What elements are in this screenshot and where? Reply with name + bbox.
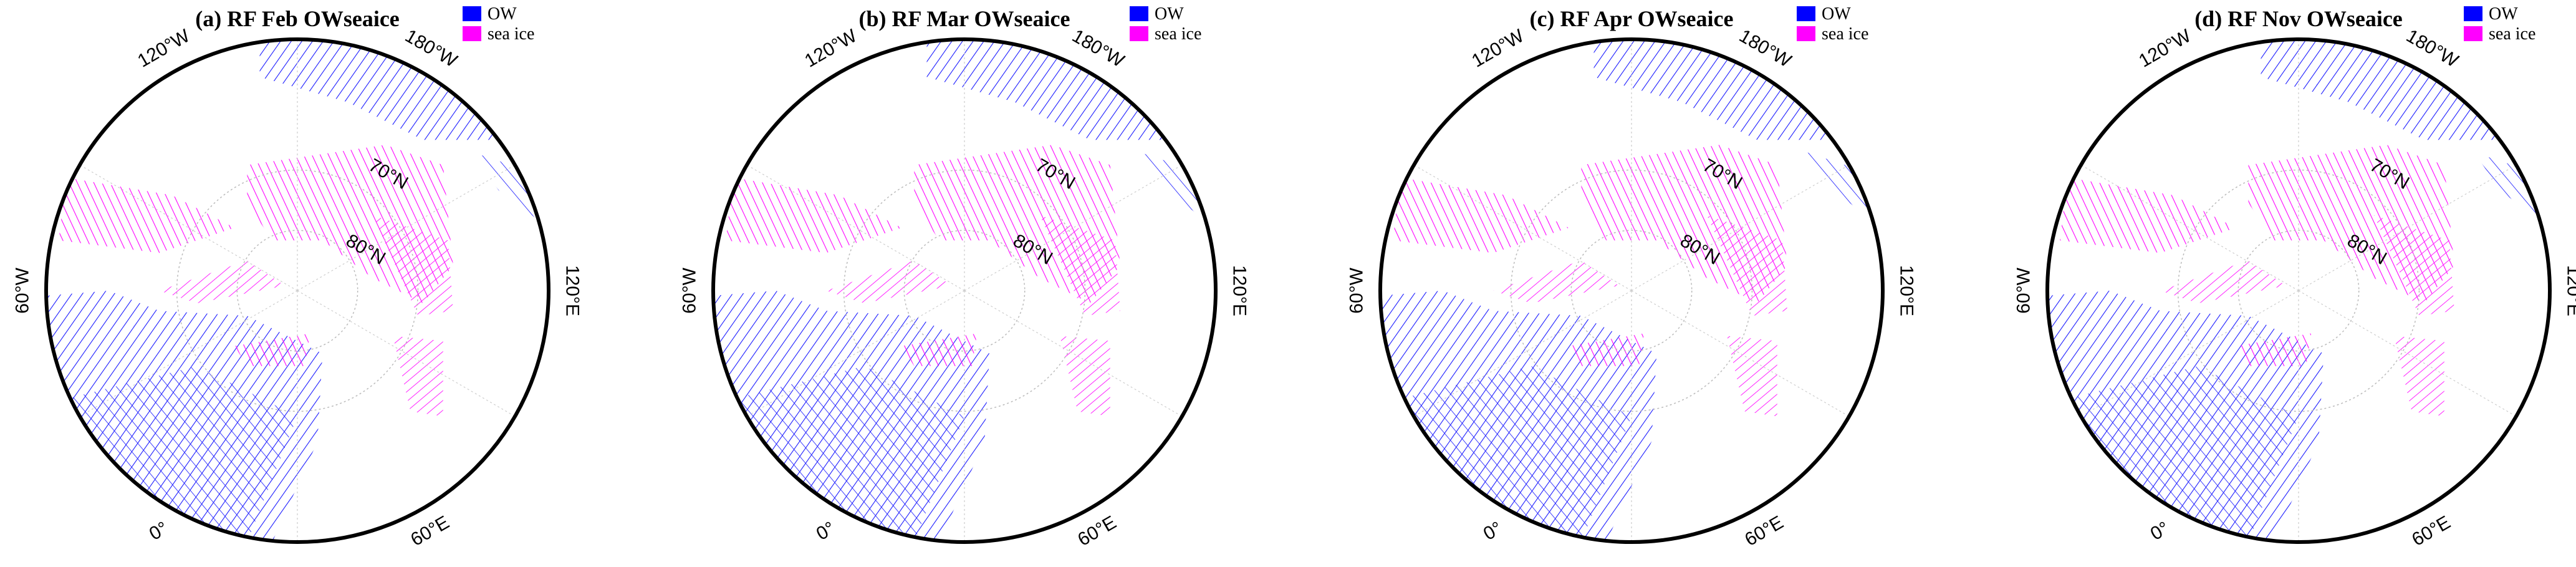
swath-region xyxy=(901,333,978,366)
panel-title: (a) RF Feb OWseaice xyxy=(195,6,400,31)
longitude-label: 60°W xyxy=(680,267,700,313)
longitude-label: 120°E xyxy=(1229,265,1249,316)
legend-swatch xyxy=(463,26,481,41)
longitude-label: 0° xyxy=(813,518,839,545)
latitude-circle xyxy=(176,169,419,412)
swath-region xyxy=(1060,336,1110,417)
swath-region xyxy=(372,215,453,316)
swath-region xyxy=(1727,336,1777,417)
swath-region xyxy=(259,39,536,140)
legend-swatch xyxy=(1130,26,1148,41)
map-boundary xyxy=(2045,37,2552,544)
legend-label: OW xyxy=(488,4,517,24)
map-boundary xyxy=(711,37,1218,544)
longitude-label: 0° xyxy=(1480,518,1506,545)
swath-region xyxy=(159,260,285,304)
latitude-circle xyxy=(903,230,1026,352)
longitude-label: 60°W xyxy=(1347,267,1367,313)
longitude-label: 120°E xyxy=(1896,265,1916,316)
latitude-circle xyxy=(1570,230,1693,352)
legend-swatch xyxy=(1797,6,1815,21)
legend-swatch xyxy=(2464,26,2482,41)
swath-region xyxy=(1569,333,1645,366)
swath-region xyxy=(926,39,1203,140)
longitude-label: 60°E xyxy=(407,512,453,550)
swath-region xyxy=(2373,215,2454,316)
swath-region xyxy=(2394,336,2444,417)
longitude-label: 0° xyxy=(146,518,171,545)
legend-swatch xyxy=(1130,6,1148,21)
swath-region xyxy=(393,336,443,417)
latitude-circle xyxy=(2237,230,2360,352)
swath-region xyxy=(726,177,902,253)
longitude-label: 60°W xyxy=(2014,267,2034,313)
swath-region xyxy=(2261,39,2537,140)
panel-title: (c) RF Apr OWseaice xyxy=(1530,6,1734,31)
swath-region xyxy=(59,177,235,253)
legend-label: OW xyxy=(1155,4,1184,24)
latitude-circle xyxy=(2177,169,2420,412)
legend-swatch xyxy=(463,6,481,21)
longitude-label: 120°E xyxy=(2563,265,2576,316)
legend-label: OW xyxy=(1822,4,1851,24)
map-boundary xyxy=(1378,37,1885,544)
longitude-label: 0° xyxy=(2147,518,2173,545)
longitude-label: 60°W xyxy=(12,267,33,313)
swath-region xyxy=(826,260,952,304)
longitude-label: 60°E xyxy=(1741,512,1787,550)
latitude-circle xyxy=(843,169,1086,412)
longitude-label: 60°E xyxy=(1074,512,1120,550)
swath-region xyxy=(234,333,310,366)
longitude-label: 60°E xyxy=(2408,512,2454,550)
swath-region xyxy=(1706,215,1787,316)
map-boundary xyxy=(44,37,550,544)
latitude-circle xyxy=(1510,169,1753,412)
legend-label: sea ice xyxy=(1822,24,1868,44)
latitude-circle xyxy=(236,230,358,352)
legend-swatch xyxy=(2464,6,2482,21)
swath-region xyxy=(1393,177,1569,253)
legend-label: OW xyxy=(2489,4,2518,24)
longitude-label: 120°E xyxy=(562,265,582,316)
swath-region xyxy=(2236,333,2312,366)
panel-title: (d) RF Nov OWseaice xyxy=(2194,6,2403,31)
legend-label: sea ice xyxy=(488,24,534,44)
swath-region xyxy=(2160,260,2286,304)
swath-region xyxy=(1593,39,1870,140)
legend-swatch xyxy=(1797,26,1815,41)
legend-label: sea ice xyxy=(2489,24,2535,44)
swath-region xyxy=(1039,215,1120,316)
swath-region xyxy=(2060,177,2236,253)
legend-label: sea ice xyxy=(1155,24,1201,44)
panel-title: (b) RF Mar OWseaice xyxy=(859,6,1070,31)
swath-region xyxy=(1493,260,1619,304)
